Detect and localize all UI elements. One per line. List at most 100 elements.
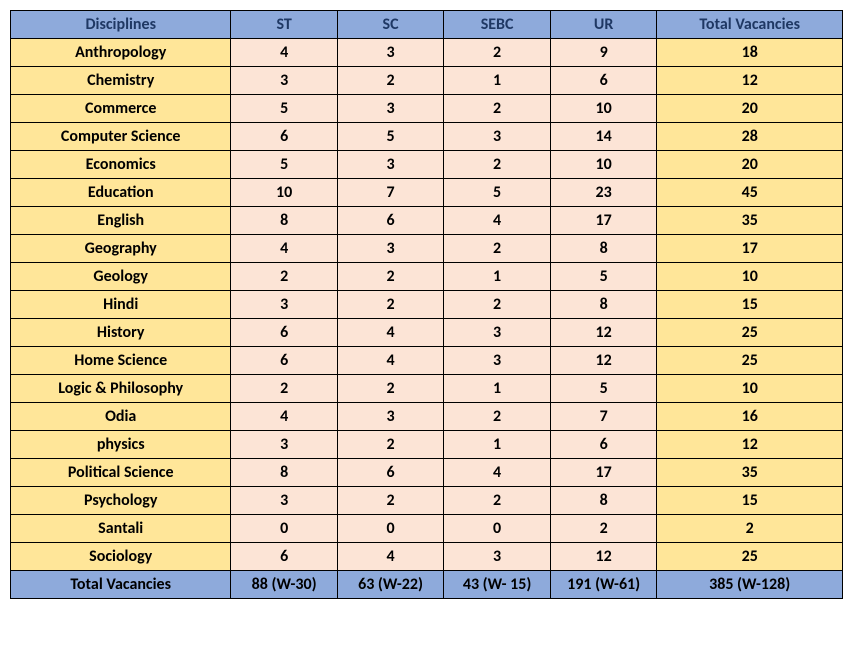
value-cell: 15	[657, 291, 843, 319]
value-cell: 9	[550, 39, 656, 67]
table-row: Geology221510	[11, 263, 843, 291]
table-row: Commerce5321020	[11, 95, 843, 123]
value-cell: 3	[337, 151, 443, 179]
value-cell: 1	[444, 431, 551, 459]
value-cell: 45	[657, 179, 843, 207]
value-cell: 2	[444, 235, 551, 263]
value-cell: 2	[337, 431, 443, 459]
value-cell: 18	[657, 39, 843, 67]
value-cell: 10	[657, 263, 843, 291]
table-row: Sociology6431225	[11, 543, 843, 571]
value-cell: 2	[444, 291, 551, 319]
discipline-cell: Anthropology	[11, 39, 231, 67]
value-cell: 25	[657, 347, 843, 375]
table-row: Odia432716	[11, 403, 843, 431]
col-header-sc: SC	[337, 11, 443, 39]
value-cell: 2	[657, 515, 843, 543]
discipline-cell: Santali	[11, 515, 231, 543]
value-cell: 4	[337, 319, 443, 347]
footer-total: 385 (W-128)	[657, 571, 843, 599]
value-cell: 2	[444, 151, 551, 179]
table-row: Psychology322815	[11, 487, 843, 515]
value-cell: 3	[444, 543, 551, 571]
footer-sc: 63 (W-22)	[337, 571, 443, 599]
footer-label: Total Vacancies	[11, 571, 231, 599]
value-cell: 12	[550, 319, 656, 347]
value-cell: 2	[337, 375, 443, 403]
value-cell: 4	[444, 207, 551, 235]
table-row: Anthropology432918	[11, 39, 843, 67]
value-cell: 23	[550, 179, 656, 207]
table-row: Economics5321020	[11, 151, 843, 179]
value-cell: 6	[337, 207, 443, 235]
table-row: Political Science8641735	[11, 459, 843, 487]
footer-sebc: 43 (W- 15)	[444, 571, 551, 599]
table-body: Anthropology432918Chemistry321612Commerc…	[11, 39, 843, 571]
value-cell: 10	[550, 151, 656, 179]
value-cell: 4	[231, 403, 337, 431]
vacancies-table: Disciplines ST SC SEBC UR Total Vacancie…	[10, 10, 843, 599]
value-cell: 25	[657, 543, 843, 571]
value-cell: 17	[657, 235, 843, 263]
table-header-row: Disciplines ST SC SEBC UR Total Vacancie…	[11, 11, 843, 39]
table-row: Chemistry321612	[11, 67, 843, 95]
discipline-cell: Sociology	[11, 543, 231, 571]
footer-ur: 191 (W-61)	[550, 571, 656, 599]
col-header-st: ST	[231, 11, 337, 39]
col-header-total: Total Vacancies	[657, 11, 843, 39]
value-cell: 1	[444, 67, 551, 95]
value-cell: 25	[657, 319, 843, 347]
discipline-cell: Geography	[11, 235, 231, 263]
value-cell: 3	[337, 235, 443, 263]
value-cell: 8	[231, 207, 337, 235]
value-cell: 2	[337, 263, 443, 291]
discipline-cell: Logic & Philosophy	[11, 375, 231, 403]
discipline-cell: Geology	[11, 263, 231, 291]
value-cell: 8	[550, 291, 656, 319]
value-cell: 6	[550, 67, 656, 95]
value-cell: 4	[444, 459, 551, 487]
value-cell: 3	[444, 319, 551, 347]
value-cell: 28	[657, 123, 843, 151]
value-cell: 5	[550, 263, 656, 291]
value-cell: 6	[231, 319, 337, 347]
value-cell: 4	[231, 235, 337, 263]
value-cell: 1	[444, 263, 551, 291]
discipline-cell: History	[11, 319, 231, 347]
value-cell: 5	[231, 95, 337, 123]
value-cell: 2	[444, 39, 551, 67]
value-cell: 14	[550, 123, 656, 151]
value-cell: 2	[444, 487, 551, 515]
value-cell: 3	[231, 291, 337, 319]
discipline-cell: Home Science	[11, 347, 231, 375]
value-cell: 0	[337, 515, 443, 543]
table-row: Education10752345	[11, 179, 843, 207]
value-cell: 8	[550, 235, 656, 263]
value-cell: 8	[231, 459, 337, 487]
value-cell: 5	[550, 375, 656, 403]
value-cell: 6	[231, 543, 337, 571]
value-cell: 3	[231, 487, 337, 515]
value-cell: 12	[657, 431, 843, 459]
table-row: Logic & Philosophy221510	[11, 375, 843, 403]
table-row: physics321612	[11, 431, 843, 459]
value-cell: 5	[337, 123, 443, 151]
value-cell: 6	[550, 431, 656, 459]
value-cell: 2	[231, 263, 337, 291]
value-cell: 6	[231, 123, 337, 151]
col-header-sebc: SEBC	[444, 11, 551, 39]
value-cell: 10	[231, 179, 337, 207]
discipline-cell: Political Science	[11, 459, 231, 487]
value-cell: 6	[231, 347, 337, 375]
value-cell: 5	[231, 151, 337, 179]
value-cell: 20	[657, 151, 843, 179]
table-row: Hindi322815	[11, 291, 843, 319]
value-cell: 2	[337, 291, 443, 319]
discipline-cell: Economics	[11, 151, 231, 179]
value-cell: 2	[337, 487, 443, 515]
value-cell: 0	[444, 515, 551, 543]
value-cell: 7	[550, 403, 656, 431]
value-cell: 17	[550, 459, 656, 487]
value-cell: 10	[657, 375, 843, 403]
value-cell: 10	[550, 95, 656, 123]
